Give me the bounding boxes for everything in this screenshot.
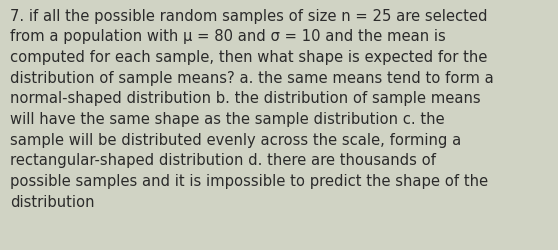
Text: 7. if all the possible random samples of size n = 25 are selected
from a populat: 7. if all the possible random samples of… [10, 9, 494, 209]
